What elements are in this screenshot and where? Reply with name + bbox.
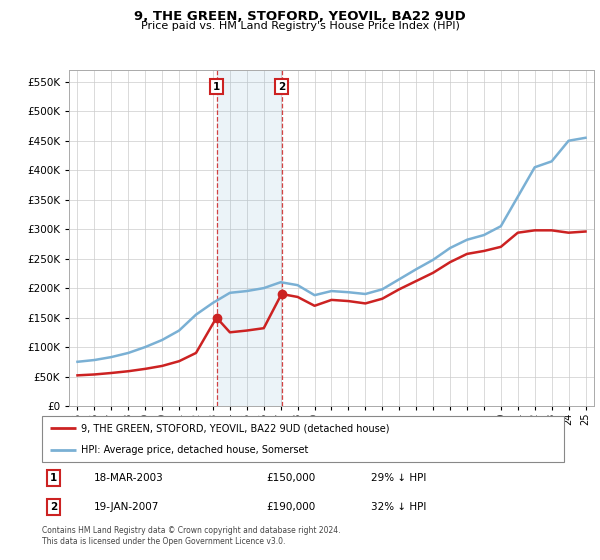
- Text: 9, THE GREEN, STOFORD, YEOVIL, BA22 9UD (detached house): 9, THE GREEN, STOFORD, YEOVIL, BA22 9UD …: [81, 423, 389, 433]
- Text: HPI: Average price, detached house, Somerset: HPI: Average price, detached house, Some…: [81, 445, 308, 455]
- Text: 29% ↓ HPI: 29% ↓ HPI: [371, 473, 426, 483]
- Text: 2: 2: [278, 82, 285, 91]
- Bar: [217, 70, 281, 406]
- Text: 32% ↓ HPI: 32% ↓ HPI: [371, 502, 426, 512]
- Text: Contains HM Land Registry data © Crown copyright and database right 2024.
This d: Contains HM Land Registry data © Crown c…: [42, 526, 341, 546]
- Text: £150,000: £150,000: [266, 473, 316, 483]
- Text: 1: 1: [50, 473, 57, 483]
- FancyBboxPatch shape: [42, 416, 564, 462]
- Text: £190,000: £190,000: [266, 502, 316, 512]
- Text: 18-MAR-2003: 18-MAR-2003: [94, 473, 164, 483]
- Text: 1: 1: [213, 82, 220, 91]
- Text: 2: 2: [50, 502, 57, 512]
- Text: Price paid vs. HM Land Registry's House Price Index (HPI): Price paid vs. HM Land Registry's House …: [140, 21, 460, 31]
- Text: 9, THE GREEN, STOFORD, YEOVIL, BA22 9UD: 9, THE GREEN, STOFORD, YEOVIL, BA22 9UD: [134, 10, 466, 23]
- Text: 19-JAN-2007: 19-JAN-2007: [94, 502, 160, 512]
